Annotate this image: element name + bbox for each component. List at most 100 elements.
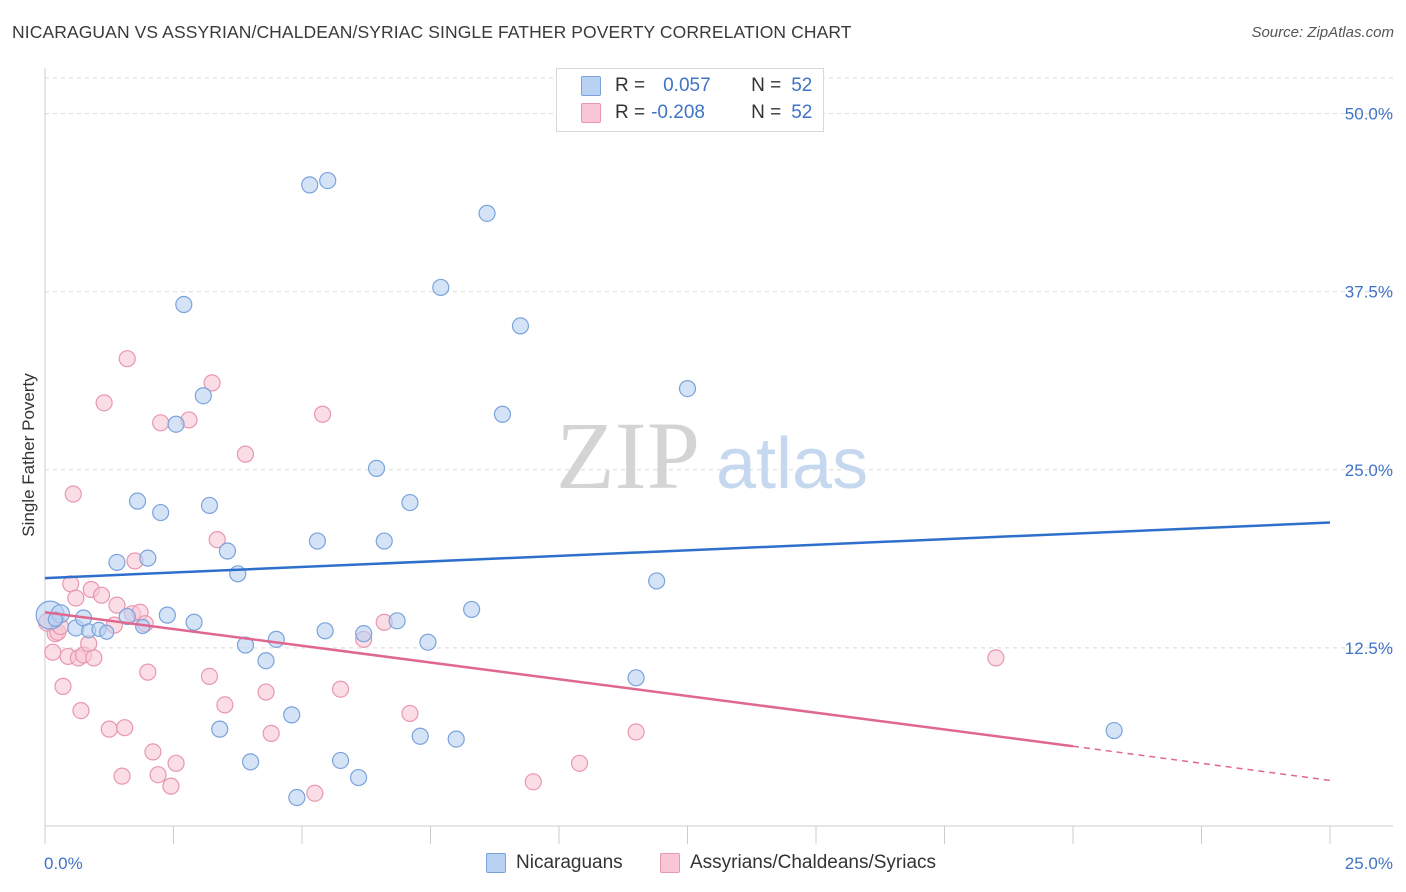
point-nicaraguans xyxy=(355,625,373,643)
bottom-legend-label-blue: Nicaraguans xyxy=(516,852,623,873)
watermark-zip: ZIP xyxy=(556,402,700,509)
point-assyrians xyxy=(167,754,185,772)
point-nicaraguans xyxy=(167,415,185,433)
point-nicaraguans xyxy=(152,503,170,522)
point-assyrians xyxy=(401,704,419,723)
point-nicaraguans xyxy=(678,379,697,398)
point-nicaraguans xyxy=(367,459,386,477)
point-nicaraguans xyxy=(308,532,327,550)
axis-layer xyxy=(44,68,1393,844)
point-nicaraguans xyxy=(375,532,393,550)
points-assyrians xyxy=(37,350,1005,802)
point-nicaraguans xyxy=(388,612,406,630)
point-nicaraguans xyxy=(283,706,301,724)
bottom-legend-swatch-pink xyxy=(660,853,680,873)
grid-layer xyxy=(45,77,1393,649)
trend-line-assyrians-extension xyxy=(1072,745,1331,782)
point-nicaraguans xyxy=(432,278,450,297)
point-assyrians xyxy=(64,485,82,503)
point-assyrians xyxy=(44,643,62,661)
legend-swatch-blue xyxy=(581,76,601,96)
point-assyrians xyxy=(95,394,113,412)
point-nicaraguans xyxy=(331,751,350,770)
point-assyrians xyxy=(987,649,1005,667)
stats-legend: R = 0.057 N = 52 R = -0.208 N = 52 xyxy=(556,68,824,132)
point-nicaraguans xyxy=(118,607,136,626)
point-assyrians xyxy=(116,719,134,737)
trend-layer xyxy=(44,521,1331,782)
legend-r-label: R = xyxy=(615,102,646,123)
point-nicaraguans xyxy=(194,387,212,405)
point-nicaraguans xyxy=(242,753,260,771)
point-assyrians xyxy=(72,701,90,720)
legend-n-value: 52 xyxy=(791,75,813,96)
point-assyrians xyxy=(262,724,280,742)
point-nicaraguans xyxy=(257,652,275,670)
point-assyrians xyxy=(200,667,219,686)
point-nicaraguans xyxy=(411,727,429,745)
point-nicaraguans xyxy=(1105,721,1123,740)
point-assyrians xyxy=(67,589,85,607)
point-nicaraguans xyxy=(158,606,176,624)
point-nicaraguans xyxy=(319,171,337,190)
point-assyrians xyxy=(149,766,167,784)
point-nicaraguans xyxy=(511,317,530,335)
point-nicaraguans xyxy=(627,669,645,687)
watermark: ZIP atlas xyxy=(556,402,868,509)
watermark-atlas: atlas xyxy=(716,424,868,504)
point-assyrians xyxy=(306,784,324,802)
bottom-legend-nicaraguans: Nicaraguans xyxy=(486,852,623,874)
trend-line-nicaraguans xyxy=(44,521,1331,580)
bottom-legend-label-pink: Assyrians/Chaldeans/Syriacs xyxy=(690,852,937,873)
chart-title: NICARAGUAN VS ASSYRIAN/CHALDEAN/SYRIAC S… xyxy=(12,22,852,42)
point-nicaraguans xyxy=(185,613,203,631)
label-layer: 12.5% 25.0% 37.5% 50.0% 0.0% 25.0% Single Fath… xyxy=(19,105,1393,873)
point-assyrians xyxy=(100,720,118,738)
point-nicaraguans xyxy=(128,492,147,510)
point-nicaraguans xyxy=(478,204,496,222)
point-nicaraguans xyxy=(175,295,193,314)
point-assyrians xyxy=(162,777,180,795)
point-assyrians xyxy=(236,445,255,463)
y-tick-label: 12.5% xyxy=(1345,639,1393,658)
point-assyrians xyxy=(313,405,332,423)
x-tick-label: 0.0% xyxy=(44,854,83,873)
point-assyrians xyxy=(331,680,350,698)
point-assyrians xyxy=(570,754,589,772)
point-assyrians xyxy=(524,773,542,791)
x-tick-label: 25.0% xyxy=(1345,854,1393,873)
legend-swatch-pink xyxy=(581,103,601,123)
point-nicaraguans xyxy=(229,565,247,583)
point-nicaraguans xyxy=(316,622,334,640)
point-nicaraguans xyxy=(463,600,481,619)
trend-line-assyrians xyxy=(44,611,1074,748)
point-nicaraguans xyxy=(211,720,229,738)
point-assyrians xyxy=(257,683,275,701)
point-assyrians xyxy=(144,743,162,761)
point-assyrians xyxy=(139,663,157,681)
bottom-legend-swatch-blue xyxy=(486,853,506,873)
point-nicaraguans xyxy=(218,542,237,560)
y-tick-label: 37.5% xyxy=(1345,283,1393,302)
point-assyrians xyxy=(113,767,131,785)
point-nicaraguans xyxy=(200,496,219,515)
point-nicaraguans xyxy=(267,630,285,648)
point-nicaraguans xyxy=(648,572,666,590)
point-assyrians xyxy=(208,531,226,549)
source-label: Source: ZipAtlas.com xyxy=(1251,24,1394,41)
point-nicaraguans xyxy=(401,493,419,512)
point-assyrians xyxy=(203,374,221,392)
point-nicaraguans xyxy=(236,636,255,654)
legend-row-assyrians: R = -0.208 N = 52 xyxy=(581,100,812,126)
point-nicaraguans xyxy=(447,730,465,748)
point-nicaraguans xyxy=(493,405,512,423)
legend-n-label: N = xyxy=(751,75,782,96)
y-axis-label: Single Father Poverty xyxy=(19,373,38,537)
point-nicaraguans xyxy=(108,553,126,572)
point-assyrians xyxy=(627,723,645,741)
point-assyrians xyxy=(108,596,126,614)
point-assyrians xyxy=(92,586,111,604)
point-assyrians xyxy=(152,414,170,432)
legend-n-label: N = xyxy=(751,102,782,123)
legend-row-nicaraguans: R = 0.057 N = 52 xyxy=(581,73,812,99)
